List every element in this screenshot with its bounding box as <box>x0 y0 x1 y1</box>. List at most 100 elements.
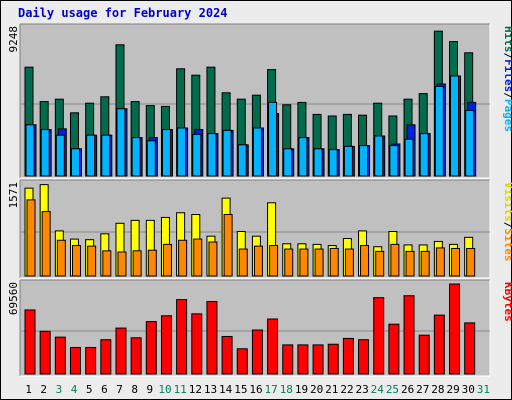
x-tick-label: 12 <box>189 383 202 396</box>
x-tick-label: 8 <box>131 383 138 396</box>
bar-sites <box>451 247 461 277</box>
legend-entry: Files <box>502 59 512 92</box>
bar-sites <box>71 245 81 277</box>
bar-pages <box>146 140 156 177</box>
bar-kbytes <box>54 336 66 375</box>
bar-sites <box>375 250 385 277</box>
x-tick-label: 14 <box>219 383 233 396</box>
bar-pages <box>25 124 35 177</box>
x-tick-label: 10 <box>158 383 171 396</box>
legend-entry: Hits <box>502 26 512 53</box>
x-tick-label: 5 <box>86 383 93 396</box>
bar-pages <box>359 145 369 177</box>
bar-pages <box>177 127 187 177</box>
bar-sites <box>117 251 127 277</box>
bar-kbytes <box>388 323 400 375</box>
bar-kbytes <box>221 335 233 375</box>
y-max-label: 69560 <box>7 282 20 315</box>
x-tick-label: 30 <box>462 383 475 396</box>
bar-sites <box>284 248 294 277</box>
bar-kbytes <box>282 344 294 375</box>
bar-sites <box>238 248 248 277</box>
x-tick-label: 11 <box>174 383 187 396</box>
bar-pages <box>252 127 262 177</box>
bar-sites <box>193 238 203 277</box>
legend-top: Hits/Files/Pages <box>502 26 512 132</box>
bar-kbytes <box>206 301 218 375</box>
bar-kbytes <box>449 283 461 375</box>
x-tick-label: 31 <box>477 383 490 396</box>
x-tick-label: 17 <box>265 383 278 396</box>
x-tick-label: 2 <box>40 383 47 396</box>
bar-sites <box>223 214 233 277</box>
bar-pages <box>419 133 429 177</box>
bar-sites <box>405 250 415 277</box>
chart-title: Daily usage for February 2024 <box>18 6 228 20</box>
bar-kbytes <box>145 321 157 375</box>
bar-pages <box>434 85 444 177</box>
bar-sites <box>435 247 445 277</box>
y-max-label: 9248 <box>7 26 20 53</box>
bar-sites <box>41 211 51 277</box>
legend-bottom: KBytes <box>502 282 512 322</box>
legend-middle: Visits/Sites <box>502 182 512 262</box>
x-tick-label: 1 <box>25 383 32 396</box>
x-tick-label: 4 <box>71 383 78 396</box>
x-tick-label: 15 <box>234 383 247 396</box>
bar-pages <box>389 145 399 177</box>
legend-entry: Visits <box>502 182 512 222</box>
bar-kbytes <box>327 343 339 375</box>
legend-entry: KBytes <box>502 282 512 322</box>
bar-sites <box>314 248 324 277</box>
x-tick-label: 18 <box>280 383 293 396</box>
x-tick-label: 25 <box>386 383 399 396</box>
bar-sites <box>178 239 188 277</box>
bar-kbytes <box>251 329 263 375</box>
bar-pages <box>207 133 217 177</box>
bar-pages <box>450 75 460 177</box>
bar-pages <box>86 134 96 177</box>
bar-sites <box>329 247 339 277</box>
bar-pages <box>343 145 353 177</box>
bar-kbytes <box>267 318 279 375</box>
bar-kbytes <box>69 346 81 375</box>
bar-kbytes <box>130 337 142 375</box>
legend-entry: Sites <box>502 228 512 261</box>
bar-kbytes <box>358 339 370 375</box>
bar-kbytes <box>24 309 36 375</box>
x-tick-label: 23 <box>356 383 369 396</box>
bar-kbytes <box>236 348 248 375</box>
bar-pages <box>116 108 126 177</box>
bar-kbytes <box>160 315 172 375</box>
x-tick-label: 7 <box>116 383 123 396</box>
legend-entry: / <box>502 53 512 60</box>
bar-pages <box>374 135 384 177</box>
bar-pages <box>55 134 65 177</box>
bar-pages <box>268 101 278 177</box>
bar-sites <box>147 249 157 277</box>
legend-entry: / <box>502 222 512 229</box>
bar-sites <box>390 243 400 277</box>
legend-entry: / <box>502 92 512 99</box>
bar-kbytes <box>191 313 203 375</box>
x-tick-label: 24 <box>371 383 385 396</box>
bar-pages <box>101 134 111 177</box>
bar-pages <box>131 137 141 177</box>
x-tick-label: 13 <box>204 383 217 396</box>
bar-sites <box>466 247 476 277</box>
x-tick-label: 28 <box>431 383 444 396</box>
bar-pages <box>283 148 293 177</box>
bar-kbytes <box>115 327 127 375</box>
bar-pages <box>313 148 323 177</box>
bar-sites <box>102 250 112 277</box>
bar-sites <box>299 248 309 277</box>
bar-pages <box>298 137 308 177</box>
bar-sites <box>162 243 172 277</box>
x-tick-label: 21 <box>325 383 338 396</box>
bar-pages <box>70 148 80 177</box>
x-tick-label: 27 <box>416 383 429 396</box>
bar-kbytes <box>433 314 445 375</box>
bar-pages <box>404 138 414 177</box>
